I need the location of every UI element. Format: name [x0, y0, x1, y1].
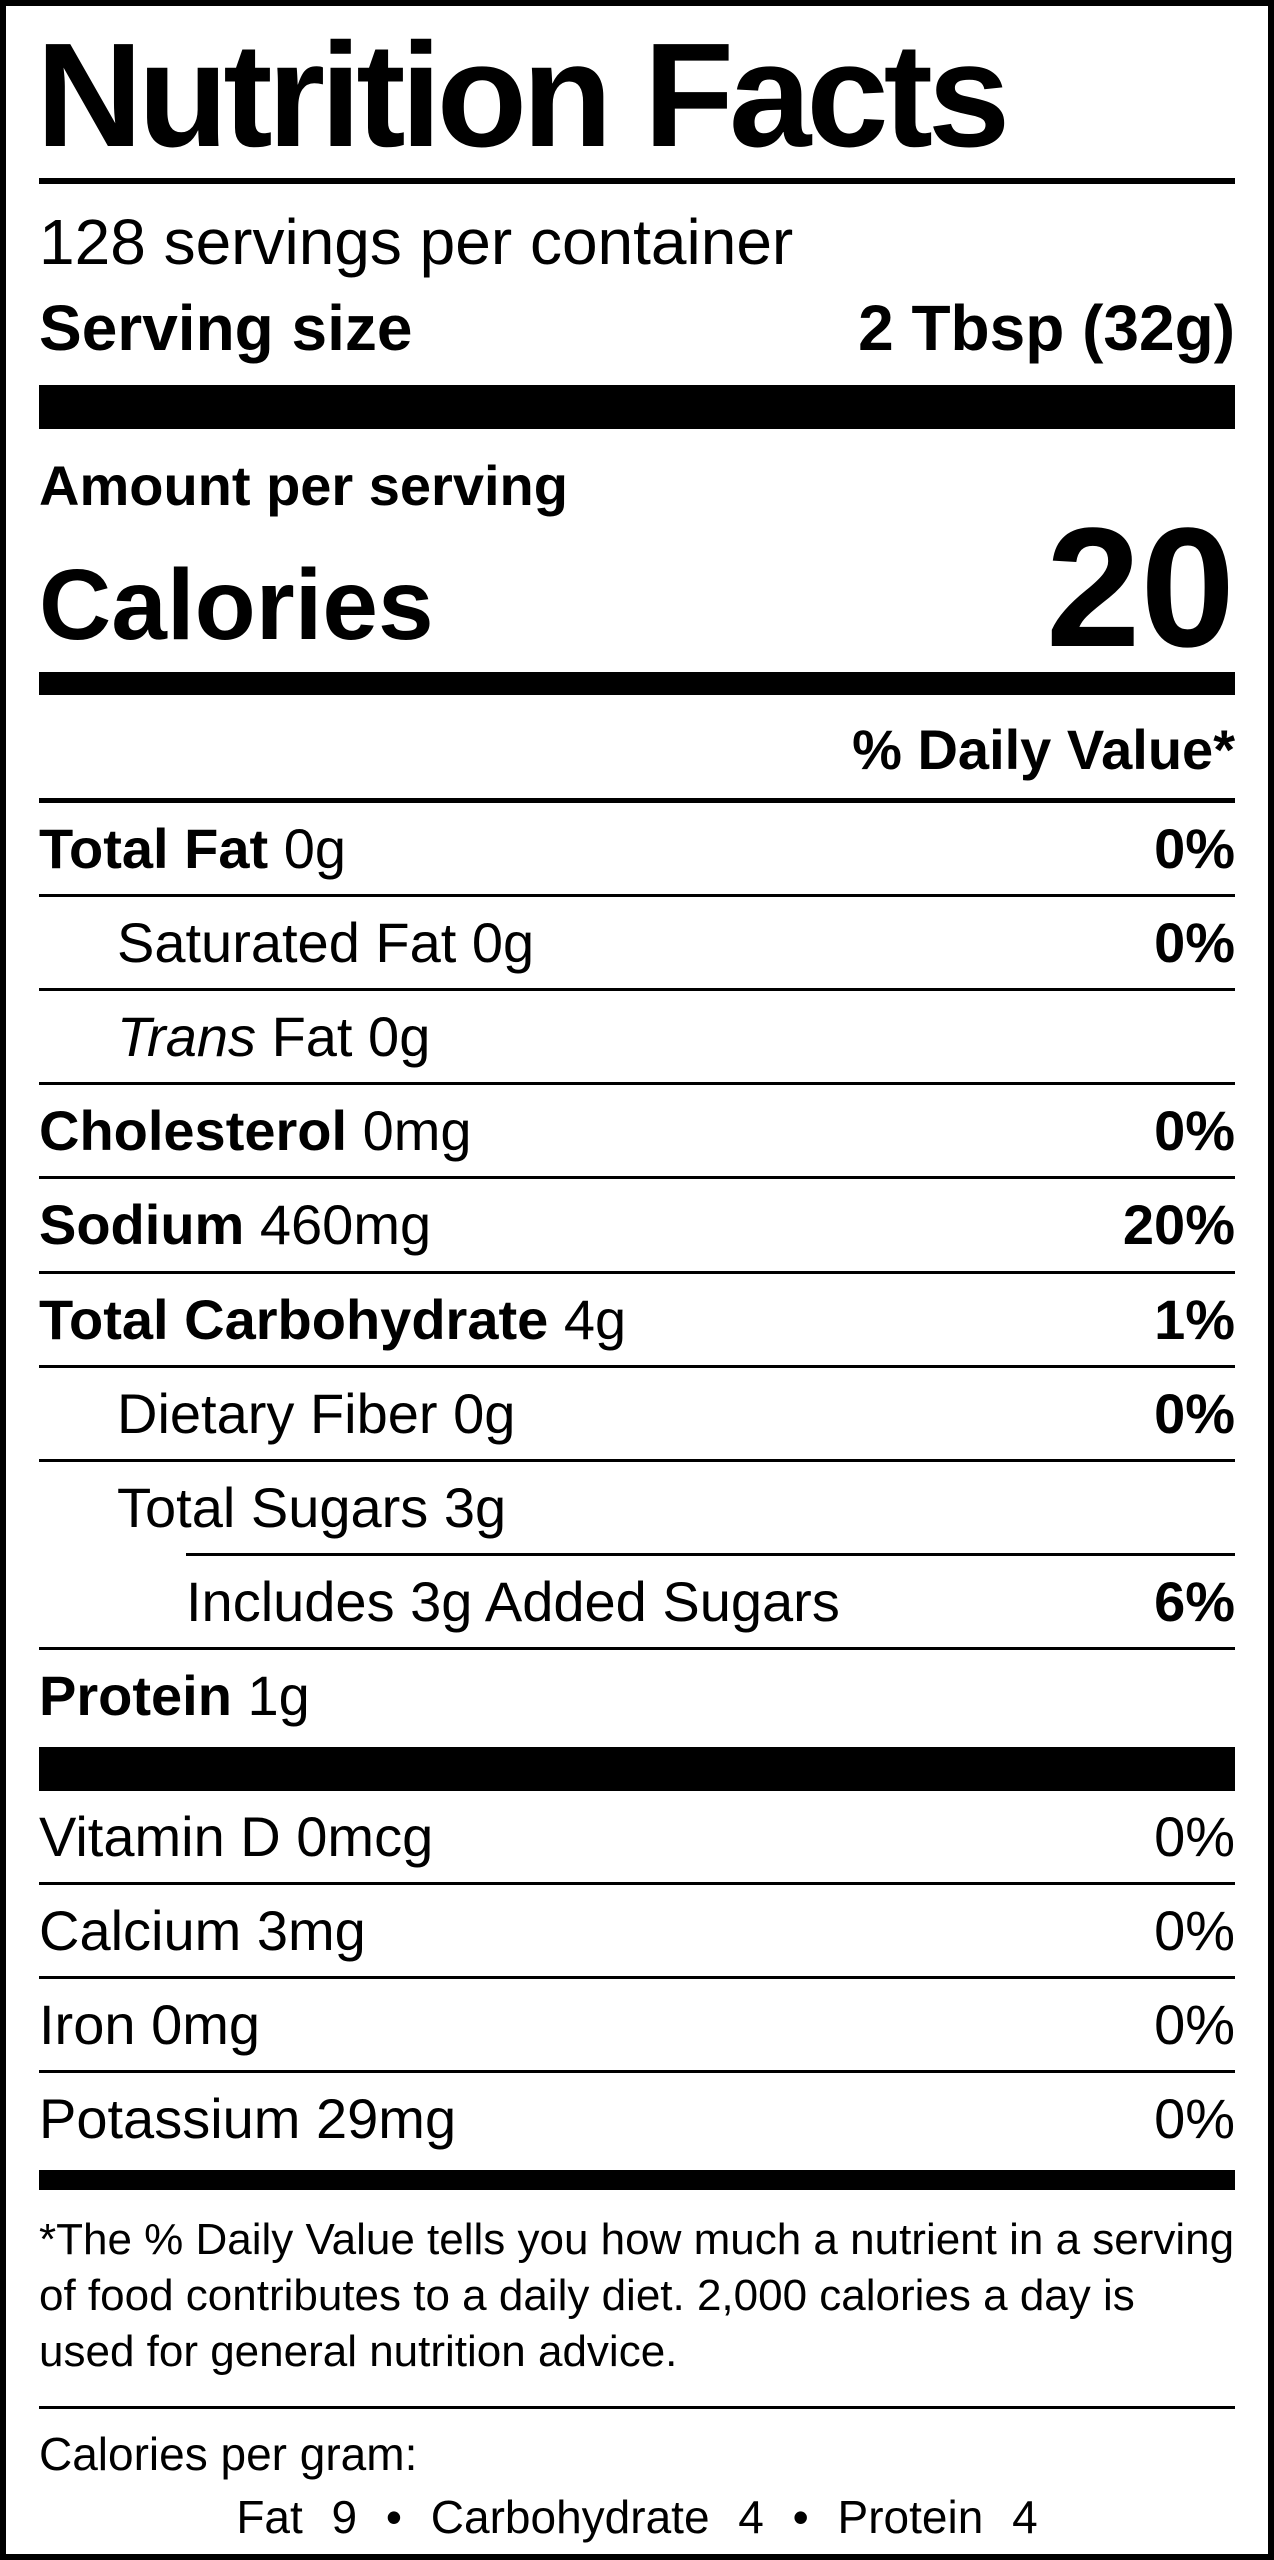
nutrient-name-amount: Trans Fat 0g: [117, 1004, 1215, 1070]
nutrient-row-dietary-fiber: Dietary Fiber 0g 0%: [39, 1368, 1235, 1462]
nutrient-amount: 0mcg: [296, 1804, 434, 1868]
nutrient-amount: 3mg: [256, 1899, 366, 1963]
micronutrient-row-iron: Iron 0mg 0%: [39, 1979, 1235, 2074]
nutrient-row-total-fat: Total Fat 0g 0%: [39, 803, 1235, 898]
nutrient-amount: 0mg: [151, 1993, 260, 2057]
nutrient-name: Protein: [39, 1663, 232, 1727]
calories-row: Calories 20: [39, 492, 1235, 683]
nutrient-name-amount: Saturated Fat 0g: [117, 910, 1134, 976]
calories-per-gram-label: Calories per gram:: [39, 2427, 418, 2480]
nutrient-name: Includes 3g Added Sugars: [186, 1569, 840, 1633]
nutrient-name-amount: Vitamin D 0mcg: [39, 1804, 1134, 1870]
nutrient-dv: 0%: [1154, 911, 1235, 975]
nutrient-amount: 460mg: [259, 1193, 432, 1257]
nutrient-name: Total Carbohydrate: [39, 1287, 549, 1351]
nutrient-name-amount: Protein 1g: [39, 1663, 1215, 1729]
nutrient-dv: 0%: [1154, 817, 1235, 881]
footnote-text: *The % Daily Value tells you how much a …: [39, 2215, 1235, 2377]
nutrient-name: Total Fat: [39, 817, 269, 881]
nutrient-amount: 0mg: [362, 1099, 472, 1163]
nutrient-amount: 29mg: [316, 2087, 457, 2151]
nutrient-amount: 0g: [471, 911, 535, 975]
thick-bar-top: [39, 385, 1235, 430]
micronutrient-row-calcium: Calcium 3mg 0%: [39, 1885, 1235, 1980]
nutrient-dv: 0%: [1154, 1099, 1235, 1163]
nutrient-name-amount: Potassium 29mg: [39, 2086, 1134, 2152]
calories-per-gram-values: Fat 9 • Carbohydrate 4 • Protein 4: [236, 2491, 1038, 2544]
nutrient-dv: 6%: [1154, 1569, 1235, 1633]
nutrient-amount: 3g: [443, 1475, 507, 1539]
nutrient-name: Iron: [39, 1993, 136, 2057]
nutrient-row-protein: Protein 1g: [39, 1650, 1235, 1741]
nutrient-amount: 0g: [368, 1005, 431, 1069]
nutrient-name: Dietary Fiber: [117, 1381, 438, 1445]
nutrient-name: Saturated Fat: [117, 911, 457, 975]
nutrient-name: Total Sugars: [117, 1475, 429, 1539]
nutrient-dv: 1%: [1154, 1287, 1235, 1351]
thick-bar-protein: [39, 1746, 1235, 1791]
nutrient-name-amount: Calcium 3mg: [39, 1898, 1134, 1964]
nutrient-name: Calcium: [39, 1899, 242, 1963]
nutrient-name-amount: Dietary Fiber 0g: [117, 1381, 1134, 1447]
nutrient-row-sodium: Sodium 460mg 20%: [39, 1179, 1235, 1274]
micronutrient-row-vitamin-d: Vitamin D 0mcg 0%: [39, 1791, 1235, 1886]
nutrient-row-saturated-fat: Saturated Fat 0g 0%: [39, 897, 1235, 992]
nutrient-name: Potassium: [39, 2087, 301, 2151]
nutrient-amount: 1g: [247, 1663, 310, 1727]
nutrient-name-amount: Cholesterol 0mg: [39, 1098, 1134, 1164]
nutrient-row-cholesterol: Cholesterol 0mg 0%: [39, 1085, 1235, 1180]
nutrient-name-amount: Total Sugars 3g: [117, 1475, 1215, 1541]
nutrient-row-added-sugars: Includes 3g Added Sugars 6%: [39, 1556, 1235, 1650]
nutrient-name-italic: Trans: [117, 1005, 256, 1069]
serving-size-value: 2 Tbsp (32g): [858, 291, 1235, 364]
added-sugars-indent-rule: [186, 1552, 1235, 1556]
footer-rule: [39, 2405, 1235, 2409]
nutrient-dv: 0%: [1154, 2087, 1235, 2151]
nutrient-name-amount: Iron 0mg: [39, 1992, 1134, 2058]
nutrient-name: Cholesterol: [39, 1099, 348, 1163]
serving-size-row: Serving size 2 Tbsp (32g): [39, 282, 1235, 386]
micronutrient-row-potassium: Potassium 29mg 0%: [39, 2073, 1235, 2164]
nutrient-name-amount: Includes 3g Added Sugars: [186, 1569, 1134, 1635]
nutrient-name-amount: Sodium 460mg: [39, 1192, 1103, 1258]
nutrient-dv: 0%: [1154, 1899, 1235, 1963]
nutrient-row-total-carbohydrate: Total Carbohydrate 4g 1%: [39, 1274, 1235, 1368]
thick-bar-calories: [39, 672, 1235, 696]
nutrient-name: Vitamin D: [39, 1804, 281, 1868]
thick-bar-footer: [39, 2170, 1235, 2191]
amount-per-serving-label: Amount per serving: [39, 454, 568, 518]
nutrient-dv: 0%: [1154, 1381, 1235, 1445]
nutrient-row-total-sugars: Total Sugars 3g: [39, 1462, 1235, 1553]
nutrient-name-amount: Total Carbohydrate 4g: [39, 1287, 1134, 1353]
serving-size-label: Serving size: [39, 291, 413, 364]
nutrient-dv: 20%: [1122, 1193, 1235, 1257]
daily-value-header: % Daily Value*: [39, 695, 1235, 804]
nutrient-amount: 4g: [563, 1287, 627, 1351]
label-title: Nutrition Facts: [36, 13, 1010, 178]
nutrient-name: Fat: [271, 1005, 353, 1069]
calories-value: 20: [1045, 492, 1235, 683]
nutrient-amount: 0g: [453, 1381, 516, 1445]
servings-per-container: 128 servings per container: [39, 206, 794, 278]
nutrient-dv: 0%: [1154, 1993, 1235, 2057]
nutrient-amount: 0g: [283, 817, 347, 881]
nutrient-dv: 0%: [1154, 1804, 1235, 1868]
nutrient-row-trans-fat: Trans Fat 0g: [39, 991, 1235, 1086]
title-rule: [39, 178, 1235, 184]
nutrient-name-amount: Total Fat 0g: [39, 816, 1134, 882]
nutrient-name: Sodium: [39, 1193, 245, 1257]
calories-label: Calories: [39, 549, 434, 662]
